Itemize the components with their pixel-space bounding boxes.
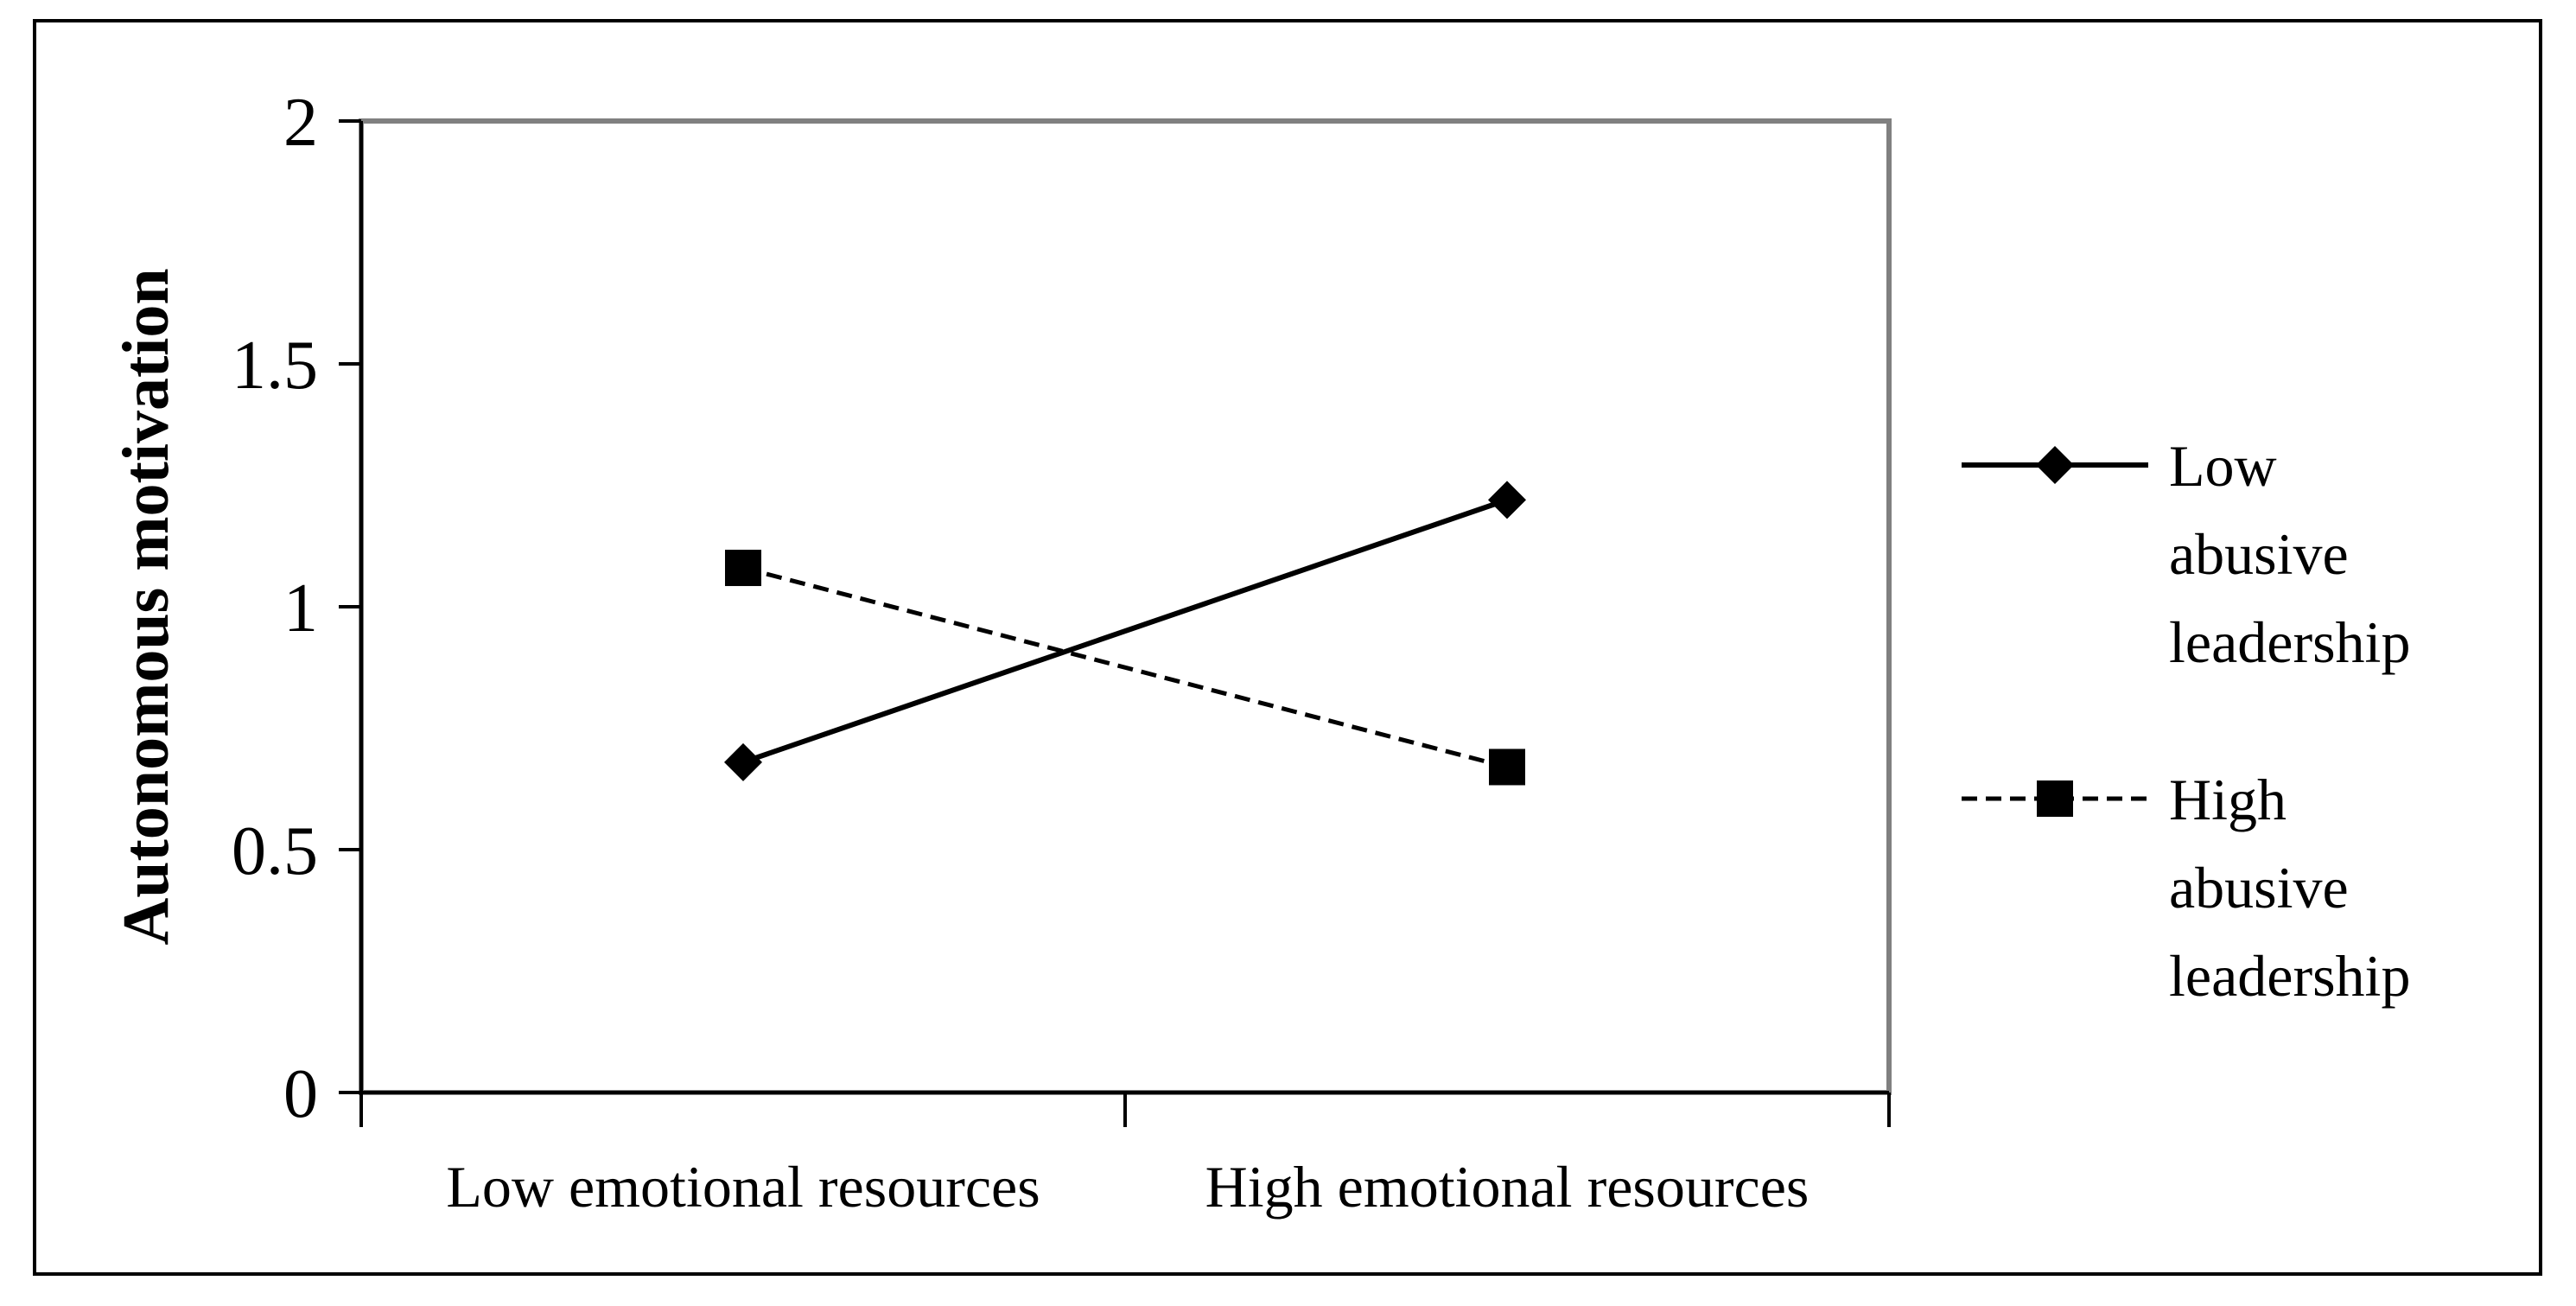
- legend-label: abusive: [2169, 521, 2349, 587]
- square-marker: [1489, 749, 1525, 786]
- legend-entry: High abusive leadership: [1962, 767, 2410, 1009]
- square-marker: [725, 550, 761, 587]
- legend-square-marker: [2037, 780, 2073, 817]
- legend-diamond-marker: [2036, 446, 2074, 484]
- y-tick-label: 1.5: [232, 328, 318, 404]
- y-tick-label: 1: [283, 570, 318, 647]
- series-layer: [724, 481, 1526, 786]
- y-axis-title: Autonomous motivation: [110, 268, 182, 945]
- legend-label: Low: [2169, 433, 2277, 499]
- legend-label: leadership: [2169, 943, 2410, 1009]
- series-line: [742, 497, 1508, 765]
- y-tick-label: 0: [283, 1056, 318, 1132]
- y-axis: 0 0.5 1 1.5 2: [232, 85, 363, 1132]
- x-axis: Low emotional resources High emotional re…: [359, 1091, 1891, 1220]
- x-category-label: Low emotional resources: [446, 1154, 1040, 1220]
- diamond-marker: [1488, 481, 1526, 519]
- plot-area: [359, 118, 1892, 1095]
- series-line: [742, 565, 1508, 769]
- series-dashed: [725, 550, 1525, 786]
- x-category-label: High emotional resources: [1205, 1154, 1810, 1220]
- legend-label: High: [2169, 767, 2287, 832]
- legend-label: leadership: [2169, 609, 2410, 675]
- y-tick-label: 0.5: [232, 813, 318, 889]
- legend-entry: Low abusive leadership: [1962, 433, 2410, 675]
- legend: Low abusive leadership High abusive leadershi…: [1962, 433, 2410, 1009]
- legend-label: abusive: [2169, 855, 2349, 921]
- diamond-marker: [724, 742, 762, 781]
- y-tick-label: 2: [283, 85, 318, 161]
- series-solid: [724, 481, 1526, 781]
